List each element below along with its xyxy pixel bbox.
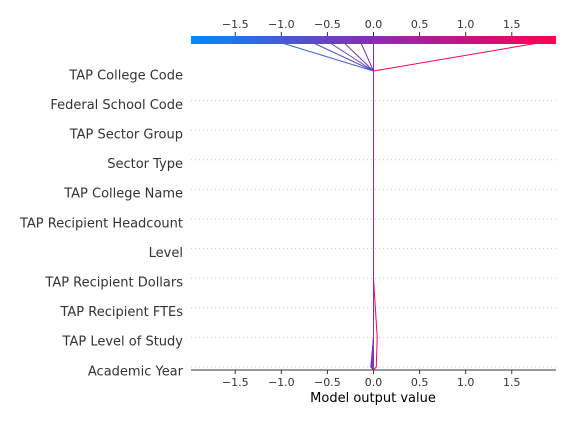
bottom-axis: −1.5 −1.0 −0.5 0.0 0.5 1.0 1.5 [222,370,521,389]
feature-label: Sector Type [107,157,183,172]
feature-label: TAP College Name [63,187,183,202]
feature-label: TAP Recipient FTEs [59,305,183,320]
bottom-tick-label: 1.0 [457,376,475,389]
decision-line [374,40,557,370]
feature-label: TAP College Code [68,68,183,83]
bottom-tick-label: −0.5 [314,376,341,389]
decision-line [360,40,374,370]
top-tick-label: 0.0 [365,18,383,31]
feature-label: TAP Level of Study [62,335,184,350]
top-tick-label: −1.0 [268,18,295,31]
decision-line [341,40,373,370]
bottom-tick-label: 0.5 [411,376,429,389]
bottom-tick-label: −1.5 [222,376,249,389]
feature-label: TAP Recipient Dollars [44,276,183,291]
feature-label: Academic Year [88,364,184,379]
bottom-tick-label: 1.5 [503,376,521,389]
decision-line [372,40,374,370]
top-tick-label: 1.5 [503,18,521,31]
top-tick-label: −1.5 [222,18,249,31]
feature-labels: TAP College Code Federal School Code TAP S… [19,68,184,379]
feature-label: Level [149,246,183,261]
top-tick-label: 1.0 [457,18,475,31]
decision-lines [272,40,556,370]
decision-line [307,40,373,370]
decision-line [272,40,373,370]
feature-label: Federal School Code [50,98,183,113]
bottom-tick-label: −1.0 [268,376,295,389]
top-axis: −1.5 −1.0 −0.5 0.0 0.5 1.0 1.5 [222,18,521,36]
bottom-tick-label: 0.0 [365,376,383,389]
top-tick-label: −0.5 [314,18,341,31]
feature-label: TAP Recipient Headcount [19,216,183,231]
decision-line [326,40,374,370]
feature-label: TAP Sector Group [69,128,183,143]
top-tick-label: 0.5 [411,18,429,31]
x-axis-title: Model output value [310,391,436,406]
